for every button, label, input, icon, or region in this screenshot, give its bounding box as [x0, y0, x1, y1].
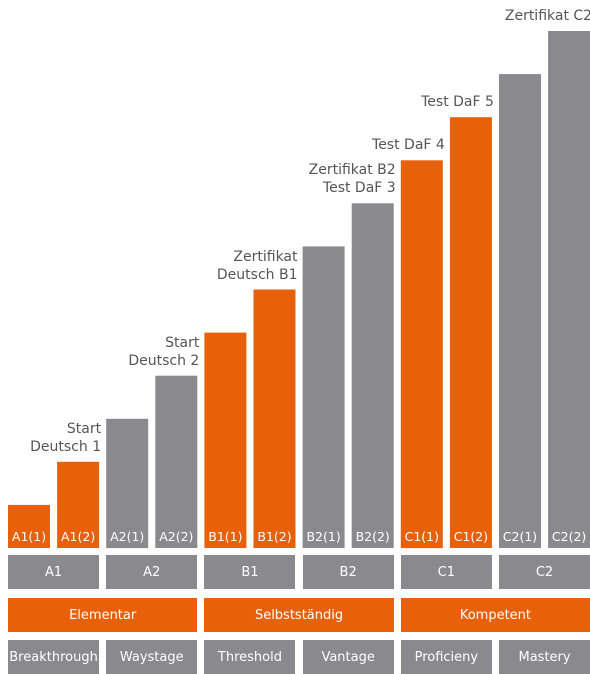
- bar-c2-2: [548, 31, 590, 548]
- annotation-line: Zertifikat C2: [504, 8, 590, 24]
- category-label: C2(2): [552, 529, 586, 544]
- annotation-line: Test DaF 3: [322, 180, 396, 197]
- bar-c1-1: [400, 160, 443, 549]
- descriptor-cell: Mastery: [499, 640, 590, 674]
- annotation-line: Deutsch 2: [128, 352, 200, 369]
- descriptor-cell: Threshold: [204, 640, 296, 674]
- level-cell: A1: [8, 555, 100, 589]
- group-cell: Selbstständig: [204, 598, 394, 632]
- descriptor-row: Breakthrough Waystage Threshold Vantage Prof…: [0, 640, 590, 674]
- annotation-line: Test DaF 4: [372, 137, 445, 154]
- annotation-line: Deutsch 1: [30, 438, 102, 455]
- level-cell: C1: [400, 555, 492, 589]
- level-cell: B1: [204, 555, 296, 589]
- bar-c2-1: [499, 74, 541, 548]
- category-label: B2(1): [306, 529, 340, 544]
- bar-a2-2: [155, 375, 198, 548]
- annotation-line: Zertifikat: [233, 248, 298, 265]
- annotation-line: Start: [66, 420, 102, 437]
- bar-a1-2: [57, 461, 100, 548]
- bar-annotation: Start Deutsch 1: [30, 420, 101, 456]
- bar-annotation: Test DaF 5: [421, 93, 494, 111]
- group-row: Elementar Selbstständig Kompetent: [0, 598, 590, 632]
- category-label: C2(1): [503, 529, 537, 544]
- descriptor-cell: Vantage: [302, 640, 394, 674]
- category-label: B1(1): [208, 529, 242, 544]
- bar-annotation: Start Deutsch 2: [128, 334, 199, 370]
- category-label: A2(2): [159, 529, 193, 544]
- bar-annotation: Zertifikat B2 Test DaF 3: [309, 161, 396, 197]
- descriptor-cell: Breakthrough: [8, 640, 100, 674]
- bar-a1-1: [8, 504, 50, 548]
- group-cell: Elementar: [8, 598, 198, 632]
- bar-c1-2: [449, 117, 492, 548]
- bar-b2-1: [302, 246, 345, 548]
- bar-b1-2: [253, 289, 296, 548]
- level-cell: C2: [499, 555, 590, 589]
- annotation-line: Start: [165, 334, 200, 351]
- level-cell: B2: [302, 555, 394, 589]
- bar-b1-1: [204, 332, 247, 548]
- bar-annotation: Zertifikat Deutsch B1: [217, 248, 298, 284]
- category-label: C1(2): [454, 529, 488, 544]
- annotation-line: Deutsch B1: [216, 266, 298, 283]
- category-label: A1(2): [61, 529, 95, 544]
- group-cell: Kompetent: [400, 598, 590, 632]
- annotation-line: Zertifikat B2: [308, 162, 396, 179]
- descriptor-cell: Proficieny: [400, 640, 492, 674]
- level-cell: A2: [106, 555, 198, 589]
- level-row: A1 A2 B1 B2 C1 C2: [0, 555, 590, 589]
- category-label: B2(2): [356, 529, 390, 544]
- bar-a2-1: [106, 418, 149, 549]
- bar-annotation: Zertifikat C2: [505, 7, 590, 25]
- bar-annotation: Test DaF 4: [372, 136, 445, 154]
- category-label: A1(1): [12, 529, 46, 544]
- category-label: C1(1): [405, 529, 439, 544]
- category-label: A2(1): [110, 529, 144, 544]
- descriptor-cell: Waystage: [106, 640, 198, 674]
- bar-b2-2: [351, 203, 394, 549]
- annotation-line: Test DaF 5: [421, 94, 494, 111]
- category-label: B1(2): [257, 529, 291, 544]
